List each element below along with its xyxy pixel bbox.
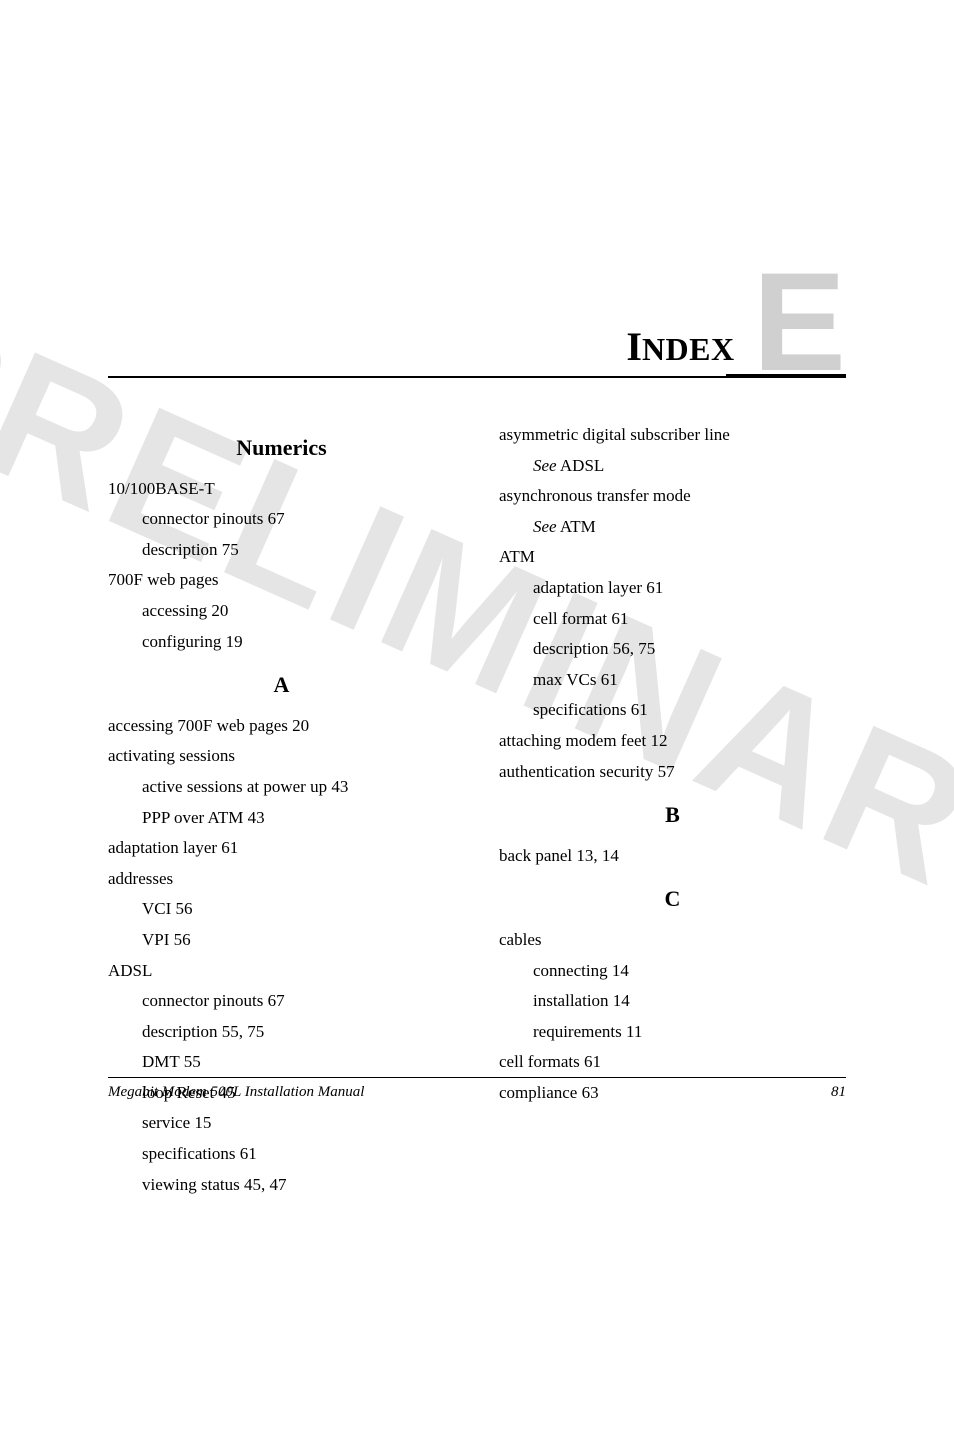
index-entry: specifications 61: [499, 695, 846, 726]
index-entry: compliance 63: [499, 1078, 846, 1109]
index-entry: ATM: [499, 542, 846, 573]
page-title: INDEX: [626, 323, 734, 370]
title-rest: NDEX: [642, 331, 735, 367]
index-entry: See ADSL: [499, 451, 846, 482]
column-right: asymmetric digital subscriber line See A…: [499, 420, 846, 1200]
section-head-c: C: [499, 879, 846, 919]
index-entry: description 55, 75: [108, 1017, 455, 1048]
section-head-a: A: [108, 665, 455, 705]
section-head-numerics: Numerics: [108, 428, 455, 468]
index-entry: loop Reset 45: [108, 1078, 455, 1109]
index-entry: 700F web pages: [108, 565, 455, 596]
index-entry: cell formats 61: [499, 1047, 846, 1078]
index-entry: authentication security 57: [499, 757, 846, 788]
index-entry: back panel 13, 14: [499, 841, 846, 872]
chapter-letter: E: [753, 266, 846, 378]
index-entry: connecting 14: [499, 956, 846, 987]
index-entry: activating sessions: [108, 741, 455, 772]
index-entry: ADSL: [108, 956, 455, 987]
index-entry: max VCs 61: [499, 665, 846, 696]
index-entry: adaptation layer 61: [108, 833, 455, 864]
index-entry: accessing 20: [108, 596, 455, 627]
index-entry: service 15: [108, 1108, 455, 1139]
index-entry: asynchronous transfer mode: [499, 481, 846, 512]
see-reference: See: [533, 517, 557, 536]
index-entry: connector pinouts 67: [108, 986, 455, 1017]
index-entry: description 56, 75: [499, 634, 846, 665]
index-entry: DMT 55: [108, 1047, 455, 1078]
page: PRELIMINARY INDEX E Numerics 10/100BASE-…: [0, 0, 954, 1235]
index-entry: specifications 61: [108, 1139, 455, 1170]
section-head-b: B: [499, 795, 846, 835]
index-entry: active sessions at power up 43: [108, 772, 455, 803]
index-entry: cables: [499, 925, 846, 956]
index-entry-text: ATM: [557, 517, 596, 536]
content-area: INDEX E Numerics 10/100BASE-T connector …: [108, 256, 846, 1200]
index-entry: description 75: [108, 535, 455, 566]
index-columns: Numerics 10/100BASE-T connector pinouts …: [108, 420, 846, 1200]
see-reference: See: [533, 456, 557, 475]
index-entry: adaptation layer 61: [499, 573, 846, 604]
index-entry: 10/100BASE-T: [108, 474, 455, 505]
index-entry: viewing status 45, 47: [108, 1170, 455, 1201]
index-entry: cell format 61: [499, 604, 846, 635]
index-entry: attaching modem feet 12: [499, 726, 846, 757]
title-first-letter: I: [626, 324, 642, 369]
index-entry: installation 14: [499, 986, 846, 1017]
index-entry-text: ADSL: [557, 456, 605, 475]
index-entry: addresses: [108, 864, 455, 895]
column-left: Numerics 10/100BASE-T connector pinouts …: [108, 420, 455, 1200]
index-entry: VCI 56: [108, 894, 455, 925]
index-entry: PPP over ATM 43: [108, 803, 455, 834]
chapter-header: INDEX E: [108, 256, 846, 378]
index-entry: configuring 19: [108, 627, 455, 658]
index-entry: requirements 11: [499, 1017, 846, 1048]
index-entry: VPI 56: [108, 925, 455, 956]
index-entry: connector pinouts 67: [108, 504, 455, 535]
index-entry: accessing 700F web pages 20: [108, 711, 455, 742]
index-entry: See ATM: [499, 512, 846, 543]
title-accent: [726, 374, 846, 378]
index-entry: asymmetric digital subscriber line: [499, 420, 846, 451]
